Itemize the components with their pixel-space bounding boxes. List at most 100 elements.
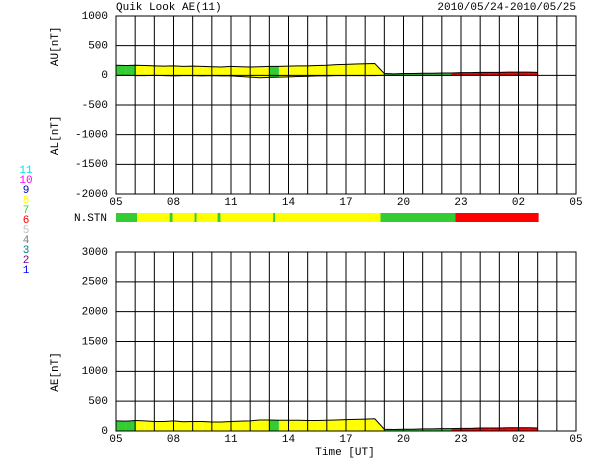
station-segment (217, 213, 221, 222)
plot-frame (115, 15, 577, 195)
area-fill (317, 420, 327, 431)
area-fill (259, 66, 270, 78)
area-fill (307, 420, 318, 431)
area-fill (240, 66, 251, 78)
y-tick-label: 1000 (82, 366, 108, 378)
area-fill (269, 419, 279, 431)
x-tick-label: 11 (224, 434, 238, 446)
area-fill (125, 65, 136, 76)
x-tick-label: 20 (397, 197, 410, 209)
area-fill (240, 420, 251, 431)
area-fill (116, 420, 126, 431)
x-tick-label: 08 (167, 197, 180, 209)
y-axis-label: AU[nT] (50, 26, 62, 66)
x-tick-label: 08 (167, 434, 180, 446)
station-segment (137, 213, 170, 222)
area-fill (365, 418, 375, 431)
x-tick-label: 14 (282, 197, 296, 209)
area-fill (211, 422, 222, 431)
area-fill (250, 419, 260, 431)
y-tick-label: -2000 (75, 189, 108, 201)
area-fill (221, 66, 231, 76)
x-tick-label: 02 (512, 197, 525, 209)
area-fill (317, 65, 327, 76)
x-tick-label: 23 (454, 434, 467, 446)
station-segment (275, 213, 381, 222)
area-fill (144, 65, 155, 76)
series-line (115, 62, 538, 75)
legend-label: 11 (19, 165, 33, 177)
y-tick-label: 2000 (82, 307, 108, 319)
y-tick-label: 0 (101, 426, 108, 438)
legend-label: 3 (23, 245, 30, 257)
legend-label: 5 (23, 225, 30, 237)
area-fill (259, 419, 270, 431)
area-fill (489, 72, 500, 76)
x-axis-label: Time [UT] (315, 447, 374, 459)
y-tick-label: -500 (82, 100, 108, 112)
area-fill (192, 66, 203, 76)
area-fill (326, 64, 337, 76)
series-line (116, 74, 538, 79)
area-fill (231, 421, 241, 431)
chart-subtitle: 2010/05/24-2010/05/25 (437, 2, 576, 14)
area-fill (336, 64, 346, 76)
y-tick-label: 2500 (82, 277, 108, 289)
area-fill (183, 66, 193, 76)
area-fill (288, 65, 299, 77)
legend-label: 8 (23, 195, 30, 207)
area-fill (336, 419, 346, 431)
area-fill (470, 428, 481, 431)
area-fill (307, 65, 318, 77)
station-segment (220, 213, 274, 222)
station-segment (196, 213, 218, 222)
area-fill (278, 420, 289, 431)
area-fill (154, 421, 164, 431)
y-axis-label: AL[nT] (50, 115, 62, 155)
station-segment (380, 213, 456, 222)
area-fill (231, 66, 241, 77)
area-fill (125, 420, 136, 431)
y-tick-label: 0 (101, 70, 108, 82)
area-fill (528, 427, 538, 431)
area-fill (154, 65, 164, 76)
area-fill (508, 427, 519, 431)
y-tick-label: 1500 (82, 336, 108, 348)
area-fill (163, 420, 174, 431)
x-tick-label: 20 (397, 434, 410, 446)
area-fill (518, 72, 529, 76)
area-fill (422, 428, 433, 431)
y-tick-label: 1000 (82, 11, 108, 23)
legend-label: 4 (23, 235, 30, 247)
area-fill (461, 428, 471, 431)
area-fill (288, 420, 299, 431)
station-segment (172, 213, 195, 222)
area-fill (422, 73, 433, 76)
x-tick-label: 11 (224, 197, 238, 209)
legend-label: 10 (19, 175, 32, 187)
area-fill (163, 65, 174, 76)
area-fill (278, 66, 289, 78)
y-tick-label: -1000 (75, 130, 108, 142)
stations-label: N.STN (74, 213, 107, 225)
station-segment (169, 213, 173, 222)
area-fill (461, 72, 471, 76)
area-fill (135, 420, 145, 431)
x-tick-label: 05 (109, 434, 122, 446)
area-fill (298, 420, 308, 431)
x-tick-label: 05 (569, 434, 582, 446)
area-fill (269, 66, 279, 78)
area-fill (470, 72, 481, 76)
area-fill (355, 63, 366, 76)
y-tick-label: 3000 (82, 247, 108, 259)
series-line (115, 418, 538, 431)
station-segment (455, 213, 539, 222)
legend-label: 2 (23, 255, 30, 267)
area-fill (116, 65, 126, 76)
area-fill (441, 428, 452, 431)
area-fill (346, 64, 356, 76)
chart-title: Quik Look AE(11) (116, 2, 222, 14)
area-fill (202, 66, 212, 76)
area-fill (192, 421, 203, 431)
